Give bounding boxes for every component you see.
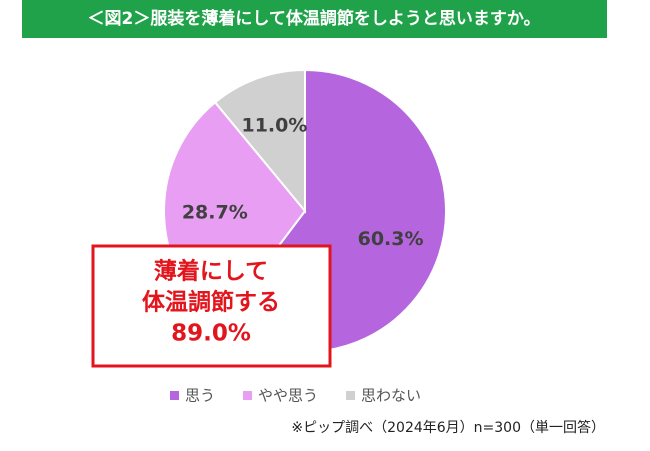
legend-swatch bbox=[346, 391, 356, 400]
title-bar bbox=[22, 0, 607, 38]
value-label: 28.7% bbox=[182, 201, 248, 223]
annotation-text: 体温調節する bbox=[142, 289, 280, 316]
legend-swatch bbox=[170, 391, 179, 400]
annotation-text: 薄着にして bbox=[154, 258, 268, 285]
legend-label: 思わない bbox=[361, 387, 421, 405]
legend-swatch bbox=[243, 391, 253, 400]
annotation-box bbox=[91, 244, 332, 368]
value-label: 11.0% bbox=[241, 115, 307, 137]
legend: 思う やや思う 思わない bbox=[170, 387, 421, 405]
legend-label: 思う bbox=[185, 387, 215, 405]
source-note: ※ピップ調べ（2024年6月）n=300（単一回答） bbox=[291, 419, 605, 436]
annotation-text: 89.0% bbox=[171, 321, 251, 347]
chart-title: ＜図2＞服装を薄着にして体温調節をしようと思いますか。 bbox=[88, 8, 541, 29]
pie-slice bbox=[213, 68, 306, 214]
legend-label: やや思う bbox=[258, 387, 318, 405]
value-label: 60.3% bbox=[358, 228, 424, 250]
